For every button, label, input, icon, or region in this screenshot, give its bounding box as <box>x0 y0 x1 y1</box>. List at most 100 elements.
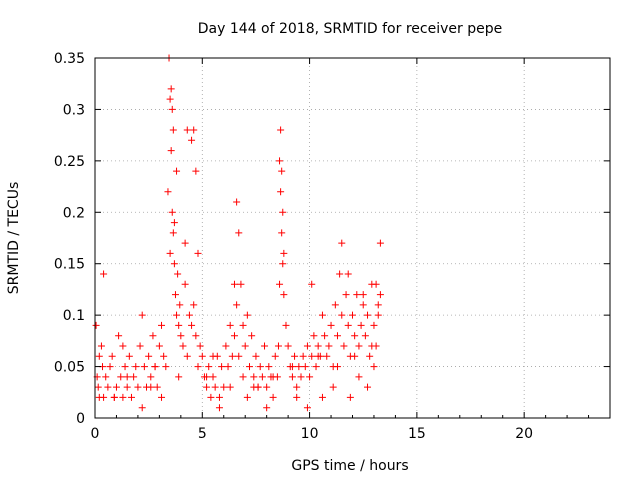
data-point <box>368 342 376 350</box>
x-tick-label: 10 <box>301 426 319 442</box>
data-point <box>230 332 238 340</box>
data-point <box>250 383 258 391</box>
data-point <box>220 383 228 391</box>
data-point <box>224 363 232 371</box>
data-point <box>252 352 260 360</box>
data-point <box>308 352 316 360</box>
data-point <box>151 363 159 371</box>
data-point <box>359 301 367 309</box>
data-point <box>171 291 179 299</box>
x-tick-label: 0 <box>91 426 100 442</box>
x-tick-labels: 0 5 10 15 20 <box>91 426 534 442</box>
data-point <box>353 291 361 299</box>
data-point <box>170 260 178 268</box>
data-point <box>318 393 326 401</box>
data-point <box>130 373 138 381</box>
data-point <box>166 95 174 103</box>
data-point <box>215 393 223 401</box>
data-point <box>207 393 215 401</box>
data-point <box>233 301 241 309</box>
data-point <box>276 157 284 165</box>
data-point <box>333 363 341 371</box>
data-point <box>327 321 335 329</box>
data-point <box>331 301 339 309</box>
data-point <box>167 85 175 93</box>
data-point <box>370 321 378 329</box>
data-point <box>277 126 285 134</box>
data-point <box>209 373 217 381</box>
data-point <box>138 404 146 412</box>
data-point <box>308 280 316 288</box>
data-point <box>303 404 311 412</box>
data-point <box>293 393 301 401</box>
data-point <box>174 270 182 278</box>
data-point <box>258 373 266 381</box>
data-point <box>364 311 372 319</box>
data-point <box>203 383 211 391</box>
data-point <box>188 136 196 144</box>
data-point <box>243 393 251 401</box>
data-point <box>179 342 187 350</box>
data-point <box>218 363 226 371</box>
data-point <box>359 291 367 299</box>
data-point <box>372 280 380 288</box>
data-point <box>344 321 352 329</box>
data-point <box>376 291 384 299</box>
data-point <box>374 301 382 309</box>
data-point <box>279 260 287 268</box>
data-point <box>239 373 247 381</box>
y-tick-label: 0.35 <box>54 51 85 67</box>
data-point <box>235 352 243 360</box>
data-point <box>246 363 253 371</box>
data-point <box>194 363 202 371</box>
data-point <box>192 332 200 340</box>
data-point <box>364 383 372 391</box>
data-point <box>153 383 161 391</box>
data-point <box>181 239 189 247</box>
data-point <box>97 342 105 350</box>
data-point <box>127 393 135 401</box>
data-point <box>215 404 223 412</box>
data-point <box>250 373 258 381</box>
y-tick-label: 0.15 <box>54 257 85 273</box>
data-point <box>145 352 153 360</box>
data-point <box>158 321 166 329</box>
data-point <box>357 321 365 329</box>
data-point <box>211 383 219 391</box>
data-point <box>235 229 243 237</box>
data-point <box>278 229 286 237</box>
data-point <box>226 321 234 329</box>
data-point <box>149 332 157 340</box>
data-point <box>147 383 155 391</box>
data-point <box>243 311 251 319</box>
data-point <box>284 342 292 350</box>
data-point <box>168 208 176 216</box>
data-point <box>173 311 181 319</box>
data-point <box>166 249 174 257</box>
data-point <box>134 383 142 391</box>
data-point <box>355 342 363 350</box>
data-point <box>338 239 346 247</box>
data-point <box>136 342 144 350</box>
data-point <box>333 332 341 340</box>
data-point <box>108 352 116 360</box>
data-point <box>323 352 331 360</box>
data-point <box>318 311 326 319</box>
data-point <box>94 383 102 391</box>
data-point <box>303 342 311 350</box>
x-tick-label: 20 <box>515 426 533 442</box>
data-point <box>366 352 374 360</box>
data-point <box>261 342 269 350</box>
data-point <box>265 363 273 371</box>
data-point <box>190 301 198 309</box>
data-point <box>299 352 307 360</box>
data-point <box>190 126 198 134</box>
data-point <box>291 352 299 360</box>
y-tick-label: 0 <box>76 411 85 427</box>
data-point <box>269 373 277 381</box>
data-point <box>185 311 193 319</box>
data-point <box>112 383 120 391</box>
data-point <box>340 342 348 350</box>
data-point <box>233 198 241 206</box>
